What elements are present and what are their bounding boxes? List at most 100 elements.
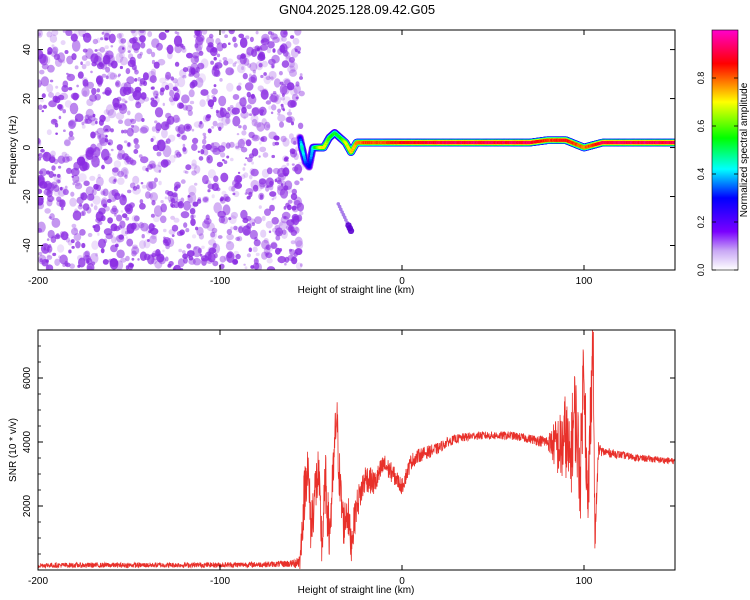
noise-speckle — [208, 239, 216, 246]
noise-speckle — [294, 248, 303, 256]
noise-speckle — [249, 36, 254, 43]
noise-speckle — [94, 49, 98, 52]
noise-speckle — [299, 76, 303, 80]
noise-speckle — [111, 236, 117, 244]
noise-speckle — [192, 201, 199, 207]
noise-speckle — [69, 197, 77, 207]
noise-speckle — [192, 137, 199, 144]
noise-speckle — [251, 134, 260, 142]
noise-speckle — [121, 98, 126, 102]
signal-track-point — [298, 136, 302, 140]
noise-speckle — [225, 241, 235, 251]
noise-speckle — [138, 30, 146, 38]
noise-speckle — [150, 97, 155, 101]
signal-track-point — [310, 151, 314, 155]
noise-speckle — [126, 207, 131, 212]
noise-speckle — [47, 248, 52, 254]
noise-speckle — [170, 193, 179, 204]
noise-speckle — [151, 253, 157, 258]
noise-speckle — [108, 153, 112, 157]
noise-speckle — [139, 78, 146, 85]
noise-speckle — [265, 100, 272, 105]
noise-speckle — [176, 133, 181, 137]
noise-speckle — [269, 204, 275, 212]
noise-speckle — [274, 178, 277, 183]
noise-speckle — [141, 118, 145, 122]
noise-speckle — [172, 86, 178, 92]
noise-speckle — [160, 203, 167, 213]
noise-speckle — [280, 229, 288, 240]
noise-speckle — [85, 60, 91, 67]
noise-speckle — [289, 249, 296, 256]
noise-speckle — [295, 96, 299, 100]
noise-speckle — [57, 173, 61, 178]
noise-speckle — [70, 239, 75, 244]
noise-speckle — [107, 71, 116, 80]
noise-speckle — [118, 104, 123, 109]
noise-speckle — [231, 107, 240, 115]
noise-speckle — [223, 193, 229, 202]
noise-speckle — [165, 47, 169, 51]
noise-speckle — [82, 79, 89, 87]
noise-speckle — [195, 226, 199, 231]
noise-speckle — [38, 104, 43, 111]
noise-speckle — [259, 89, 263, 93]
noise-speckle — [98, 207, 106, 215]
noise-speckle — [174, 149, 180, 156]
noise-speckle — [131, 30, 138, 37]
noise-speckle — [190, 218, 196, 226]
noise-speckle — [46, 245, 53, 253]
noise-speckle — [60, 40, 66, 46]
noise-speckle — [76, 196, 84, 204]
noise-speckle — [71, 39, 81, 52]
noise-speckle — [50, 118, 58, 125]
noise-speckle — [250, 168, 259, 177]
noise-speckle — [164, 30, 170, 33]
noise-speckle — [235, 145, 240, 149]
noise-speckle — [178, 248, 183, 253]
noise-speckle — [173, 35, 183, 47]
noise-speckle — [225, 142, 231, 149]
noise-speckle — [291, 218, 298, 224]
noise-speckle — [181, 134, 187, 141]
noise-speckle — [264, 251, 270, 257]
noise-speckle — [81, 210, 86, 217]
noise-speckle — [226, 240, 231, 245]
noise-speckle — [92, 225, 96, 229]
noise-speckle — [38, 30, 43, 38]
noise-speckle — [184, 170, 189, 174]
noise-speckle — [206, 94, 210, 99]
noise-speckle — [261, 88, 269, 95]
noise-speckle — [258, 62, 263, 68]
noise-speckle — [49, 79, 54, 83]
noise-speckle — [186, 250, 195, 257]
noise-speckle — [256, 122, 265, 132]
noise-speckle — [134, 86, 142, 93]
noise-speckle — [139, 126, 148, 134]
noise-speckle — [153, 205, 163, 217]
noise-speckle — [173, 217, 180, 223]
noise-speckle — [280, 135, 287, 143]
noise-speckle — [270, 63, 275, 69]
noise-speckle — [151, 250, 160, 261]
noise-speckle — [149, 75, 157, 84]
noise-speckle — [152, 89, 159, 96]
noise-speckle — [122, 47, 125, 50]
noise-speckle — [79, 192, 85, 200]
noise-speckle — [79, 203, 83, 207]
noise-speckle — [219, 198, 223, 202]
noise-speckle — [263, 72, 267, 76]
noise-speckle — [120, 38, 127, 44]
noise-speckle — [213, 202, 222, 214]
noise-speckle — [223, 160, 228, 165]
noise-speckle — [181, 250, 186, 254]
noise-speckle — [243, 116, 246, 120]
noise-speckle — [90, 70, 93, 74]
noise-speckle — [81, 124, 86, 129]
noise-speckle — [117, 75, 120, 78]
noise-speckle — [205, 143, 212, 151]
noise-speckle — [93, 183, 99, 190]
noise-speckle — [173, 85, 178, 91]
noise-speckle — [119, 220, 126, 229]
noise-speckle — [261, 60, 268, 68]
